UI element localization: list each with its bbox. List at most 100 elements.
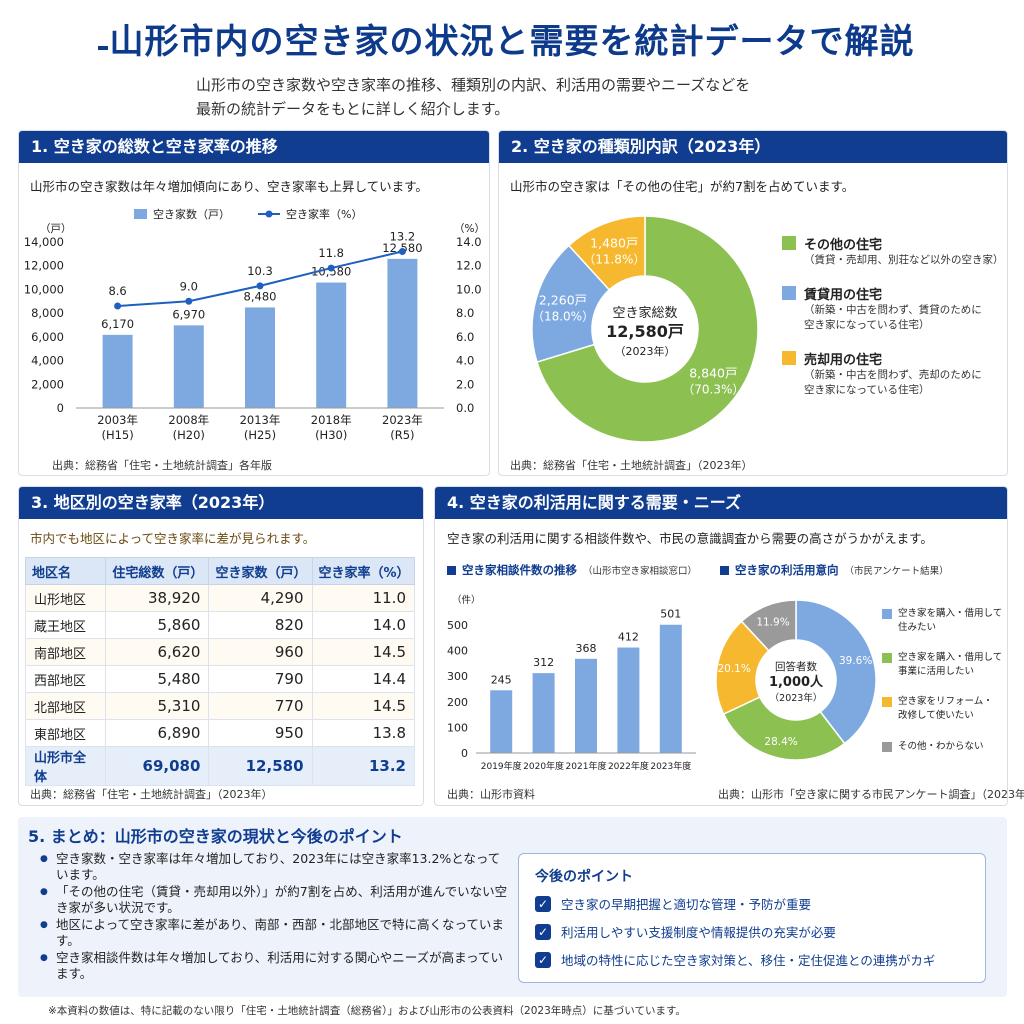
donut-slice [567,215,646,291]
vacancy-type-donut: 8,840戸 （70.3%） 2,260戸 （18.0%） 1,480戸 （11.8%） 空… [531,215,759,443]
y-tick: 100 [447,721,468,734]
legend-item-other: その他・わからない [882,740,984,754]
legend-item-renovate: 空き家をリフォーム・ 改修して使いたい [882,695,993,723]
legend-desc: （新築・中古を問わず、賃貸のために [804,304,982,316]
bar-value-label: 412 [618,631,639,644]
future-point: ✓ 地域の特性に応じた空き家対策と、移住・定住促進との連携がカギ [535,950,935,969]
section3-source: 出典：総務省「住宅・土地統計調査」（2023年） [30,788,273,801]
legend-line: 空き家を購入・借用して [898,652,1003,663]
legend-line: 空き家をリフォーム・ [898,696,993,707]
legend-item-business: 空き家を購入・借用して 事業に活用したい [882,651,1002,679]
rate-value-label: 9.0 [180,279,198,293]
y-tick-right: 2.0 [456,377,474,391]
future-point-text: 空き家の早期把握と適切な管理・予防が重要 [561,897,812,912]
cell-rate: 14.5 [311,638,416,666]
bar [102,334,133,408]
cell-total: 69,080 [105,746,210,786]
slice-percent-label: （11.8%） [583,253,645,267]
legend-desc: 空き家になっている住宅） [804,384,930,396]
legend-swatch [882,609,892,619]
y-tick: 500 [447,619,468,632]
heading-square-icon [447,565,456,575]
col-header-rate: 空き家率（%） [311,557,416,585]
cell-area: 北部地区 [24,692,107,720]
section1-title: 1. 空き家の総数と空き家率の推移 [19,131,489,163]
x-tick-sublabel: (H25) [244,428,276,442]
rate-point [327,264,335,272]
cell-vacant: 960 [208,638,313,666]
legend-swatch [882,653,892,663]
table-total-row: 山形市全体 69,080 12,580 13.2 [24,746,416,786]
col-header-vacant: 空き家数（戸） [208,557,313,585]
legend-bar-label: 空き家数（戸） [153,207,230,221]
cell-vacant: 4,290 [208,584,313,612]
cell-rate: 13.2 [311,746,416,786]
cell-total: 6,890 [105,719,210,747]
donut-slice [531,244,611,364]
cell-rate: 11.0 [311,584,416,612]
legend-title: その他の住宅 [804,238,883,253]
page-title: 山形市内の空き家の状況と需要を統計データで解説 [109,22,915,62]
legend-line-marker [265,210,273,218]
future-point-text: 地域の特性に応じた空き家対策と、移住・定住促進との連携がカギ [561,953,936,968]
cell-total: 5,310 [105,692,210,720]
legend-desc: （新築・中古を問わず、売却のために [804,369,982,381]
summary-bullet-list: 空き家数・空き家率は年々増加しており、2023年には空き家率13.2%となってい… [40,851,510,983]
cell-area: 東部地区 [24,719,107,747]
future-point: ✓ 空き家の早期把握と適切な管理・予防が重要 [535,894,811,913]
cell-rate: 14.0 [311,611,416,639]
summary-bullet: 空き家数・空き家率は年々増加しており、2023年には空き家率13.2%となってい… [40,851,510,883]
section2-lead: 山形市の空き家は「その他の住宅」が約7割を占めています。 [510,179,855,194]
y-tick-right: 14.0 [456,235,482,249]
rate-point [256,282,264,290]
slice-percent-label: （70.3%） [682,383,744,397]
cell-area: 山形市全体 [24,746,107,786]
y-tick-right: 0.0 [456,401,474,415]
bar [316,282,347,408]
checkbox-checked-icon: ✓ [535,895,551,912]
cell-total: 5,480 [105,665,210,693]
donut-center-value: 1,000人 [769,674,824,690]
section5-panel: 5. まとめ：山形市の空き家の現状と今後のポイント 空き家数・空き家率は年々増加… [18,817,1007,997]
footnote: ※本資料の数値は、特に記載のない限り「住宅・土地統計調査（総務省）」および山形市… [48,1005,686,1017]
y-axis-left-unit: （戸） [40,223,72,235]
rate-value-label: 13.2 [390,229,416,243]
cell-area: 南部地区 [24,638,107,666]
table-row: 山形地区 38,920 4,290 11.0 [24,584,416,612]
y-axis-unit: （件） [452,594,481,606]
intro-line-1: 山形市の空き家数や空き家率の推移、種類別の内訳、利活用の需要やニーズなどを [196,76,751,94]
x-tick-label: 2008年 [168,413,209,427]
consult-chart-title: 空き家相談件数の推移 [462,563,577,577]
rate-point [398,247,406,255]
table-row: 西部地区 5,480 790 14.4 [24,665,416,693]
cell-total: 6,620 [105,638,210,666]
y-tick-right: 6.0 [456,330,474,344]
cell-vacant: 820 [208,611,313,639]
legend-swatch [782,286,796,300]
legend-line: 事業に活用したい [898,666,975,677]
cell-area: 西部地区 [24,665,107,693]
bar [490,690,513,753]
rate-value-label: 10.3 [247,264,273,278]
legend-swatch [882,742,892,752]
future-points-box: 今後のポイント ✓ 空き家の早期把握と適切な管理・予防が重要 ✓ 利活用しやすい… [518,853,986,983]
slice-percent-label: 39.6% [839,655,872,667]
summary-bullet: 「その他の住宅（賃貸・売却用以外）」が約7割を占め、利活用が進んでいない空き家が… [40,884,510,916]
section5-title: 5. まとめ：山形市の空き家の現状と今後のポイント [28,827,403,846]
section2-title: 2. 空き家の種類別内訳（2023年） [499,131,1007,163]
y-tick: 400 [447,645,468,658]
table-row: 北部地区 5,310 770 14.5 [24,692,416,720]
bar [532,673,555,753]
slice-value-label: 2,260戸 [539,293,587,308]
intention-chart-heading: 空き家の利活用意向 （市民アンケート結果） [720,562,949,578]
y-tick-right: 8.0 [456,306,474,320]
bar [617,647,640,753]
donut-center-title: 空き家総数 [612,305,677,321]
legend-line: 住みたい [898,622,937,633]
cell-area: 山形地区 [24,584,107,612]
y-tick-left: 2,000 [31,377,64,391]
y-tick-left: 6,000 [31,330,64,344]
future-point-text: 利活用しやすい支援制度や情報提供の充実が必要 [561,925,836,940]
legend-line: 改修して使いたい [898,710,974,721]
bar-value-label: 6,970 [172,307,205,321]
